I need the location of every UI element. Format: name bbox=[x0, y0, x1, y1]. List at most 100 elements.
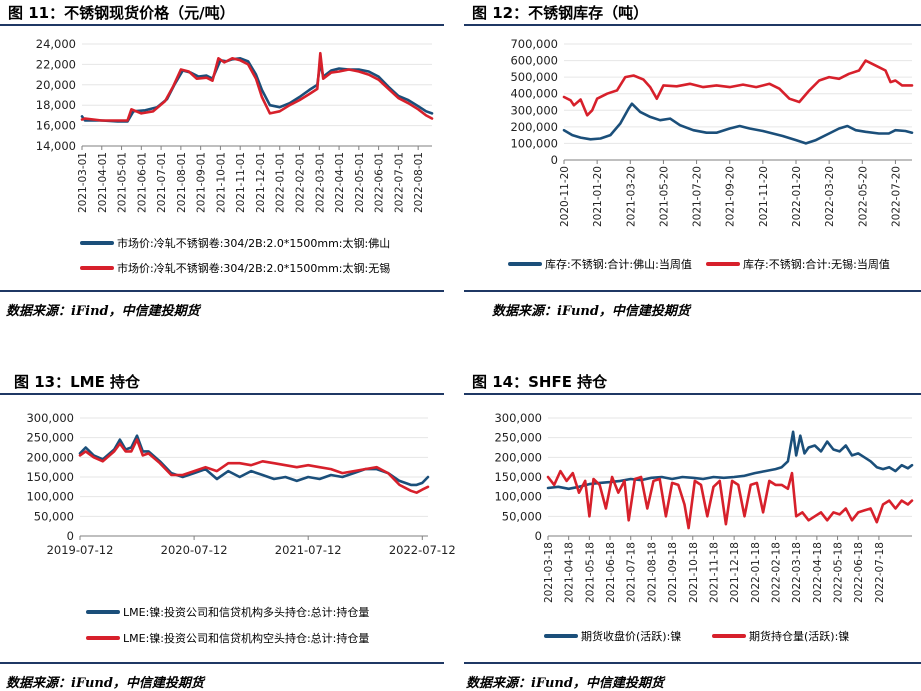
legend-item-13-b: LME:镍:投资公司和信贷机构空头持仓:总计:持仓量 bbox=[86, 630, 369, 646]
chart-title-12: 图 12：不锈钢库存（吨） bbox=[472, 4, 649, 22]
x-tick-label: 2019-07-12 bbox=[47, 543, 114, 557]
y-tick-label: 300,000 bbox=[494, 411, 542, 425]
x-tick-label: 2021-04-18 bbox=[564, 542, 576, 603]
x-tick-label: 2022-06-01 bbox=[374, 152, 386, 213]
bottom-rule-13 bbox=[0, 662, 444, 664]
x-tick-label: 2021-08-01 bbox=[176, 152, 188, 213]
chart-title-14: 图 14：SHFE 持仓 bbox=[472, 373, 608, 391]
legend-swatch bbox=[80, 241, 114, 245]
x-tick-label: 2021-04-01 bbox=[97, 152, 109, 213]
y-tick-label: 0 bbox=[67, 529, 74, 543]
x-tick-label: 2022-01-01 bbox=[275, 152, 287, 213]
x-tick-label: 2021-07-12 bbox=[275, 543, 342, 557]
source-14: 数据来源：iFund，中信建投期货 bbox=[466, 676, 664, 691]
x-tick-label: 2022-08-01 bbox=[413, 152, 425, 213]
x-tick-label: 2022-05-01 bbox=[354, 152, 366, 213]
source-11: 数据来源：iFind，中信建投期货 bbox=[6, 304, 200, 319]
legend-swatch bbox=[712, 634, 746, 638]
x-tick-label: 2022-04-01 bbox=[334, 152, 346, 213]
legend-label: 期货收盘价(活跃):镍 bbox=[581, 630, 682, 643]
series-line-1 bbox=[78, 434, 430, 487]
y-tick-label: 150,000 bbox=[26, 470, 74, 484]
x-tick-label: 2022-01-18 bbox=[750, 542, 762, 603]
y-tick-label: 300,000 bbox=[26, 411, 74, 425]
legend-item-14-a: 期货收盘价(活跃):镍 bbox=[544, 628, 681, 644]
x-tick-label: 2022-07-12 bbox=[389, 543, 456, 557]
x-tick-label: 2021-09-20 bbox=[725, 166, 737, 227]
y-tick-label: 100,000 bbox=[494, 490, 542, 504]
x-tick-label: 2021-11-01 bbox=[235, 152, 247, 213]
x-tick-label: 2022-03-01 bbox=[314, 152, 326, 213]
x-tick-label: 2022-05-18 bbox=[833, 542, 845, 603]
x-tick-label: 2021-05-01 bbox=[117, 152, 129, 213]
y-tick-label: 0 bbox=[551, 153, 558, 167]
y-tick-label: 14,000 bbox=[36, 139, 76, 153]
title-rule-11 bbox=[0, 24, 444, 26]
y-tick-label: 150,000 bbox=[494, 470, 542, 484]
x-tick-label: 2022-03-18 bbox=[791, 542, 803, 603]
legend-item-13-a: LME:镍:投资公司和信贷机构多头持仓:总计:持仓量 bbox=[86, 604, 369, 620]
bottom-rule-11 bbox=[0, 290, 444, 292]
y-tick-label: 600,000 bbox=[510, 54, 558, 68]
x-tick-label: 2021-03-18 bbox=[543, 542, 555, 603]
y-tick-label: 16,000 bbox=[36, 119, 76, 133]
y-tick-label: 24,000 bbox=[36, 37, 76, 51]
x-tick-label: 2021-11-18 bbox=[708, 542, 720, 603]
y-tick-label: 200,000 bbox=[494, 450, 542, 464]
series-line-1 bbox=[546, 430, 914, 491]
series-line-2 bbox=[546, 469, 914, 530]
x-tick-label: 2022-02-18 bbox=[771, 542, 783, 603]
legend-swatch bbox=[86, 636, 120, 640]
x-tick-label: 2021-07-01 bbox=[156, 152, 168, 213]
legend-label: 期货持仓量(活跃):镍 bbox=[749, 630, 850, 643]
chart-title-11: 图 11：不锈钢现货价格（元/吨） bbox=[8, 4, 235, 22]
x-tick-label: 2022-06-18 bbox=[853, 542, 865, 603]
legend-swatch bbox=[544, 634, 578, 638]
y-tick-label: 20,000 bbox=[36, 78, 76, 92]
legend-item-11-b: 市场价:冷轧不锈钢卷:304/2B:2.0*1500mm:太钢:无锡 bbox=[80, 260, 390, 276]
x-tick-label: 2021-08-18 bbox=[646, 542, 658, 603]
x-tick-label: 2021-03-20 bbox=[625, 166, 637, 227]
title-rule-13 bbox=[0, 393, 444, 395]
title-rule-14 bbox=[464, 393, 921, 395]
x-tick-label: 2021-12-18 bbox=[729, 542, 741, 603]
legend-item-11-a: 市场价:冷轧不锈钢卷:304/2B:2.0*1500mm:太钢:佛山 bbox=[80, 235, 390, 251]
bottom-rule-12 bbox=[464, 290, 921, 292]
x-tick-label: 2020-07-12 bbox=[161, 543, 228, 557]
y-tick-label: 250,000 bbox=[494, 431, 542, 445]
series-line-1 bbox=[80, 57, 434, 123]
legend-label: LME:镍:投资公司和信贷机构空头持仓:总计:持仓量 bbox=[123, 632, 370, 645]
x-tick-label: 2021-05-18 bbox=[584, 542, 596, 603]
legend-swatch bbox=[80, 266, 114, 270]
y-tick-label: 300,000 bbox=[510, 103, 558, 117]
x-tick-label: 2021-11-20 bbox=[758, 166, 770, 227]
y-tick-label: 250,000 bbox=[26, 431, 74, 445]
y-tick-label: 0 bbox=[535, 529, 542, 543]
x-tick-label: 2022-03-20 bbox=[824, 166, 836, 227]
legend-item-12-b: 库存:不锈钢:合计:无锡:当周值 bbox=[706, 256, 890, 272]
source-12: 数据来源：iFund，中信建投期货 bbox=[492, 304, 690, 319]
x-tick-label: 2022-07-01 bbox=[393, 152, 405, 213]
legend-label: 库存:不锈钢:合计:佛山:当周值 bbox=[545, 258, 692, 271]
x-tick-label: 2021-06-18 bbox=[605, 542, 617, 603]
bottom-rule-14 bbox=[464, 662, 921, 664]
y-tick-label: 500,000 bbox=[510, 70, 558, 84]
legend-item-14-b: 期货持仓量(活跃):镍 bbox=[712, 628, 849, 644]
chart-13: 0 50,000 100,000 150,000 200,000 250,000 300,0… bbox=[26, 411, 455, 557]
series-line-1 bbox=[562, 102, 914, 145]
legend-label: 市场价:冷轧不锈钢卷:304/2B:2.0*1500mm:太钢:无锡 bbox=[117, 262, 391, 275]
x-tick-label: 2022-04-18 bbox=[812, 542, 824, 603]
y-tick-label: 18,000 bbox=[36, 98, 76, 112]
x-tick-label: 2022-07-18 bbox=[874, 542, 886, 603]
x-tick-label: 2021-06-01 bbox=[136, 152, 148, 213]
y-tick-label: 700,000 bbox=[510, 37, 558, 51]
legend-label: 市场价:冷轧不锈钢卷:304/2B:2.0*1500mm:太钢:佛山 bbox=[117, 237, 391, 250]
x-tick-label: 2021-10-01 bbox=[215, 152, 227, 213]
chart-title-13: 图 13：LME 持仓 bbox=[14, 373, 141, 391]
title-rule-12 bbox=[464, 24, 921, 26]
series-line-2 bbox=[78, 438, 430, 494]
legend-item-12-a: 库存:不锈钢:合计:佛山:当周值 bbox=[508, 256, 692, 272]
y-tick-label: 200,000 bbox=[26, 450, 74, 464]
x-tick-label: 2021-05-20 bbox=[658, 166, 670, 227]
x-tick-label: 2021-07-18 bbox=[626, 542, 638, 603]
